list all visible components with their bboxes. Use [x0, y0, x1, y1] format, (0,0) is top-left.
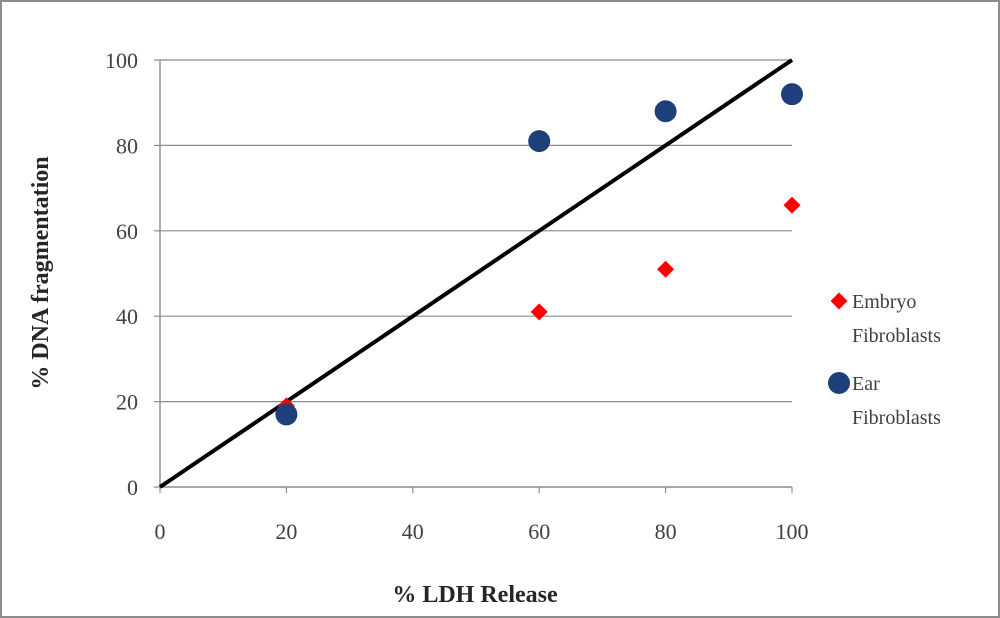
y-tick-label-40: 40 [116, 304, 138, 329]
gridlines [160, 59, 792, 403]
axes [154, 59, 793, 493]
point-series2-2 [528, 130, 551, 153]
legend-marker-2 [828, 372, 850, 394]
point-series2-4 [781, 83, 803, 106]
y-tick-label-0: 0 [127, 475, 138, 500]
y-tick-labels: 0 20 40 60 80 100 [105, 48, 138, 500]
y-axis-title: % DNA fragmentation [28, 156, 54, 389]
y-tick-label-20: 20 [116, 390, 138, 415]
x-tick-label-20: 20 [275, 519, 297, 544]
data-points [275, 83, 803, 426]
point-series1-3 [657, 260, 675, 278]
x-axis-title: % LDH Release [392, 582, 558, 608]
legend-label-2-2: Fibroblasts [852, 407, 941, 429]
y-tick-label-80: 80 [116, 133, 138, 158]
y-tick-label-100: 100 [105, 48, 138, 73]
x-tick-labels: 0 20 40 60 80 100 [155, 519, 809, 544]
x-tick-label-40: 40 [402, 519, 424, 544]
point-series1-4 [783, 196, 801, 214]
point-series1-2 [530, 303, 548, 321]
legend-label-1-2: Fibroblasts [852, 325, 941, 347]
legend-marker-1 [830, 292, 848, 310]
x-tick-label-60: 60 [528, 519, 550, 544]
reference-line-group [158, 58, 794, 489]
point-series2-3 [654, 100, 677, 123]
y-tick-label-60: 60 [116, 219, 138, 244]
legend: Embryo Fibroblasts Ear Fibroblasts [828, 291, 941, 429]
x-tick-label-80: 80 [655, 519, 677, 544]
point-series2-1 [275, 403, 298, 426]
reference-line [158, 58, 794, 489]
x-tick-label-100: 100 [776, 519, 809, 544]
legend-label-1-1: Embryo [852, 291, 916, 313]
legend-label-2-1: Ear [852, 373, 880, 395]
x-tick-label-0: 0 [155, 519, 166, 544]
